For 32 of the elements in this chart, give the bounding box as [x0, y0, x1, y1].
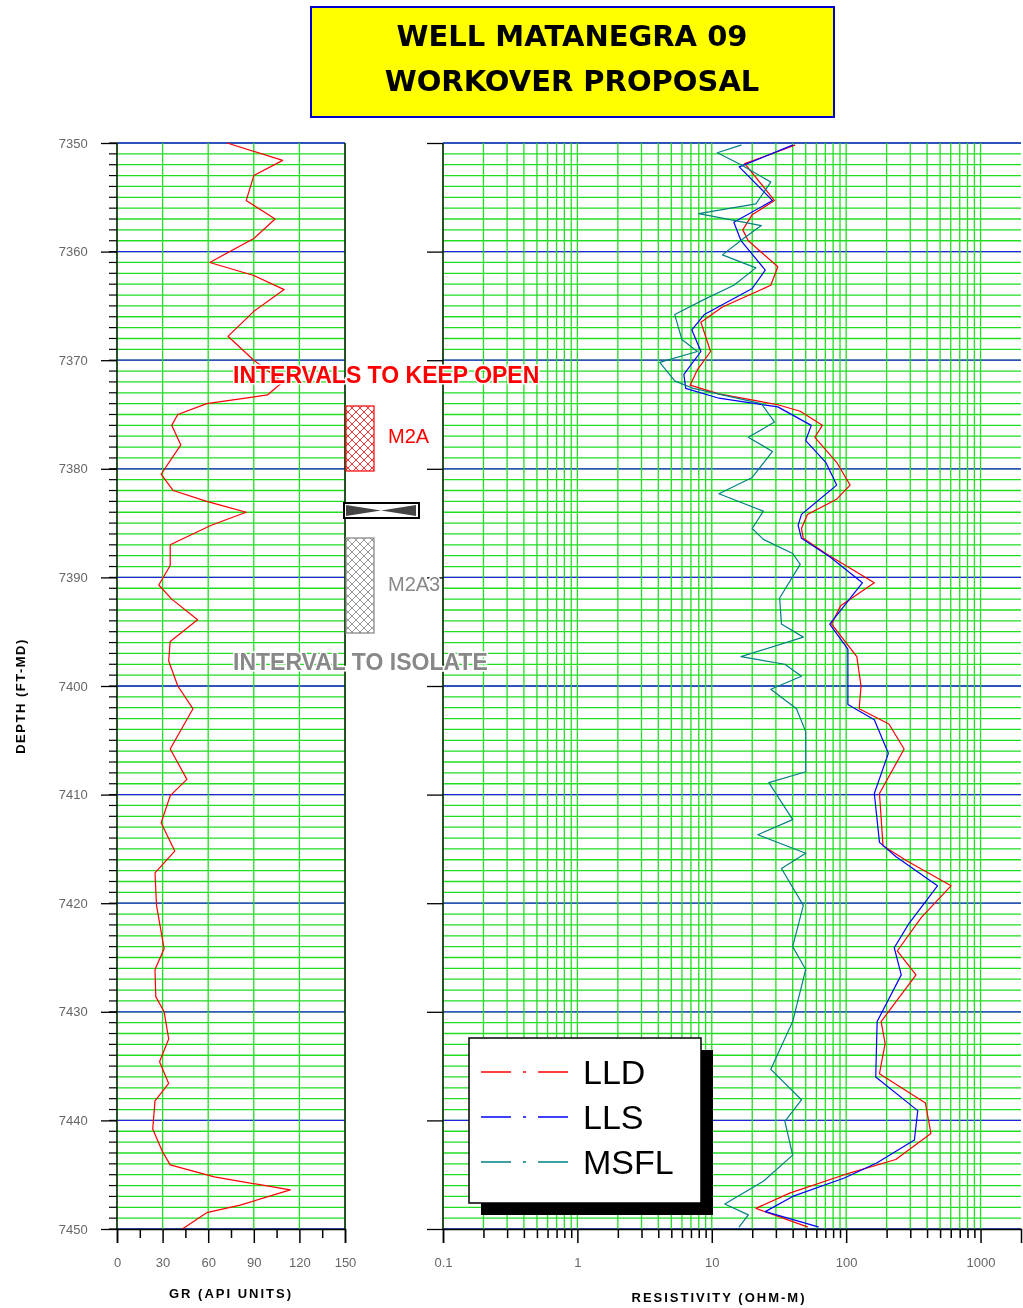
y-tick-label: 7440: [58, 1113, 88, 1129]
chart-subtitle: WORKOVER PROPOSAL: [384, 64, 760, 98]
x-tick-label: 30: [155, 1254, 171, 1270]
y-tick-label: 7420: [58, 895, 88, 911]
x-axis-title: GR (API UNITS): [168, 1286, 294, 1301]
x-tick-label: 10: [705, 1254, 720, 1270]
x-tick-label: 60: [201, 1254, 216, 1270]
y-tick-label: 7370: [58, 352, 88, 368]
y-tick-label: 7400: [58, 678, 88, 694]
y-tick-label: 7360: [58, 244, 88, 260]
x-tick-label: 100: [835, 1254, 858, 1270]
x-tick-label: 0: [113, 1254, 122, 1270]
y-axis-title: DEPTH (FT-MD): [13, 638, 28, 754]
x-tick-label: 1000: [966, 1254, 996, 1270]
y-tick-label: 7410: [58, 787, 88, 803]
y-tick-label: 7450: [58, 1221, 88, 1237]
legend-label: MSFL: [583, 1143, 674, 1181]
legend-label: LLS: [583, 1098, 644, 1136]
legend-label: LLD: [583, 1053, 646, 1091]
y-tick-label: 7390: [58, 570, 88, 586]
y-tick-label: 7350: [58, 135, 88, 151]
y-tick-label: 7430: [58, 1004, 88, 1020]
x-axis-title: RESISTIVITY (OHM-M): [631, 1290, 807, 1305]
x-tick-label: 90: [247, 1254, 262, 1270]
chart-title: WELL MATANEGRA 09: [396, 19, 748, 53]
x-tick-label: 150: [334, 1254, 357, 1270]
text: M2A: [388, 425, 430, 447]
x-tick-label: 1: [574, 1254, 582, 1270]
x-tick-label: 120: [289, 1254, 311, 1270]
x-tick-label: 0.1: [434, 1254, 453, 1270]
text: M2A3: [388, 573, 441, 595]
y-tick-label: 7380: [58, 461, 88, 477]
